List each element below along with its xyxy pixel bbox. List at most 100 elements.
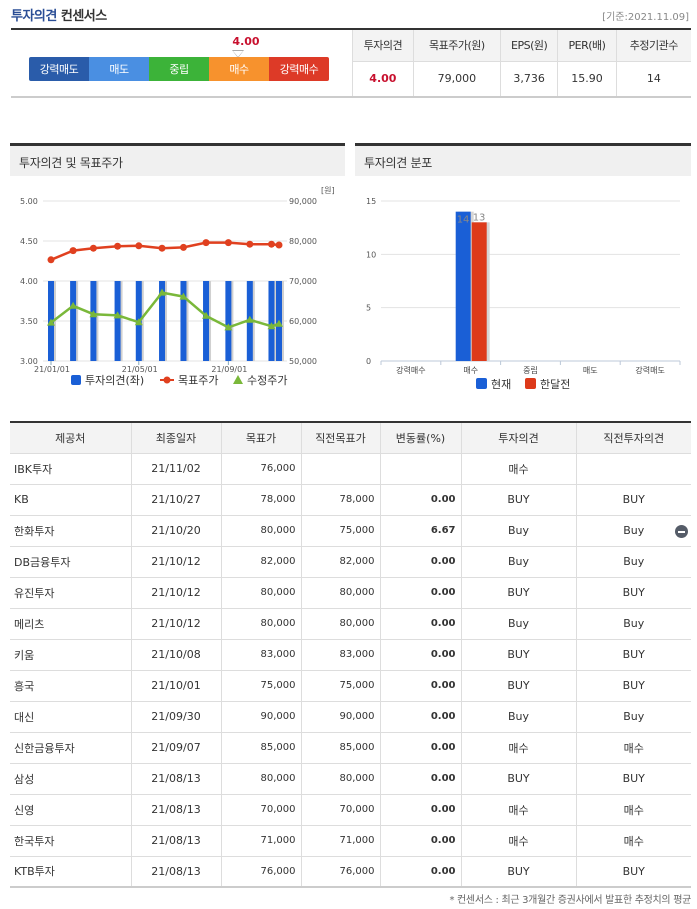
adjusted-price-line (50, 291, 280, 329)
table-cell: 21/10/01 (130, 670, 221, 702)
table-cell: 21/10/12 (130, 577, 221, 609)
table-cell: 76,000 (300, 856, 380, 887)
minus-circle-icon[interactable] (675, 524, 688, 538)
table-cell: 한국투자 (10, 825, 131, 857)
y-left-tick: 3.50 (20, 317, 38, 326)
target-price-point (47, 256, 55, 264)
legend-label: 목표주가 (178, 374, 218, 387)
y-left-tick: 3.00 (20, 357, 38, 366)
x-tick-label: 강력매수 (396, 365, 425, 375)
table-cell: Buy (575, 546, 691, 578)
adjusted-price-point (275, 319, 283, 327)
table-cell: Buy (575, 608, 691, 640)
summary-header: EPS(원) (499, 30, 558, 62)
table-row: 한화투자 21/10/20 80,000 75,000 6.67 Buy Buy (10, 515, 691, 547)
table-cell: BUY (460, 670, 576, 702)
table-cell: 80,000 (220, 608, 301, 640)
y-left-tick: 4.00 (20, 277, 38, 286)
target-price-point (158, 244, 166, 252)
table-cell: 흥국 (10, 670, 131, 702)
table-row: DB금융투자 21/10/12 82,000 82,000 0.00 Buy Buy (10, 546, 691, 578)
summary-value: 4.00 (352, 61, 414, 96)
table-cell: 매수 (575, 794, 691, 826)
table-cell: 0.00 (379, 608, 461, 640)
table-cell (575, 453, 691, 485)
table-cell: 매수 (460, 453, 576, 485)
table-cell: 21/10/12 (130, 608, 221, 640)
table-cell: 한화투자 (10, 515, 131, 547)
table-cell: KTB투자 (14, 865, 55, 879)
table-cell: 매수 (460, 825, 576, 857)
summary-value: 14 (615, 61, 691, 96)
consensus-summary-box (11, 28, 691, 98)
table-row: IBK투자 21/11/02 76,000 매수 (10, 453, 691, 485)
panel-title: 투자의견 분포 (355, 143, 691, 176)
opinion-gauge: 강력매도 매도 중립 매수 강력매수 (29, 57, 329, 81)
table-cell: KB (10, 484, 131, 516)
column-header: 직전투자의견 (575, 422, 691, 454)
table-cell: 90,000 (220, 701, 301, 733)
table-cell: BUY (460, 577, 576, 609)
table-row: 유진투자 21/10/12 80,000 80,000 0.00 BUY BUY (10, 577, 691, 609)
table-cell: 80,000 (220, 763, 301, 795)
y-tick: 5 (366, 304, 371, 313)
table-row: 메리츠 21/10/12 80,000 80,000 0.00 Buy Buy (10, 608, 691, 640)
table-cell: 0.00 (379, 577, 461, 609)
table-cell: 매수 (460, 732, 576, 764)
data-label: 14 (457, 215, 470, 226)
y-right-tick: 80,000 (289, 237, 317, 246)
legend-label: 수정주가 (247, 374, 287, 387)
summary-header: 추정기관수 (615, 30, 691, 62)
opinion-bar (90, 281, 97, 361)
summary-value: 15.90 (557, 61, 617, 96)
target-price-point (179, 243, 187, 251)
page-title: 투자의견 컨센서스 (11, 5, 107, 24)
table-cell: 70,000 (300, 794, 380, 826)
table-row: 키움 21/10/08 83,000 83,000 0.00 BUY BUY (10, 639, 691, 671)
table-cell: 매수 (460, 794, 576, 826)
table-cell: DB금융투자 (10, 546, 131, 578)
x-tick-label: 중립 (523, 366, 538, 375)
table-cell: 21/09/30 (130, 701, 221, 733)
opinion-bar (159, 281, 166, 361)
column-header: 투자의견 (460, 422, 576, 454)
target-price-line (50, 241, 280, 261)
y-left-tick: 5.00 (20, 197, 38, 206)
table-cell: 21/08/13 (130, 856, 221, 887)
table-cell: 21/11/02 (130, 453, 221, 485)
table-cell: 21/08/13 (130, 763, 221, 795)
table-cell: Buy (460, 546, 576, 578)
adjusted-price-point (202, 311, 211, 319)
table-cell: 삼성 (10, 763, 131, 795)
table-cell: 76,000 (220, 856, 301, 887)
table-cell: Buy (460, 608, 576, 640)
legend-swatch-target (163, 376, 171, 384)
y-tick: 15 (366, 197, 376, 206)
table-cell: 82,000 (220, 546, 301, 578)
column-header: 제공처 (10, 422, 131, 454)
y-tick: 0 (366, 357, 371, 366)
legend-label: 현재 (491, 378, 511, 391)
summary-value: 79,000 (412, 61, 501, 96)
summary-table: 투자의견 목표주가(원) EPS(원) PER(배) 추정기관수 4.00 79,000 3… (352, 30, 691, 96)
column-header: 최종일자 (130, 422, 221, 454)
table-cell: 0.00 (379, 701, 461, 733)
table-row: 흥국 21/10/01 75,000 75,000 0.00 BUY BUY (10, 670, 691, 702)
opinion-target-price-panel: 투자의견 및 목표주가 5.00 4.50 4.00 3.50 3.00 90,000 80… (10, 143, 345, 393)
table-row: 대신 21/09/30 90,000 90,000 0.00 Buy Buy (10, 701, 691, 733)
table-cell: 0.00 (379, 484, 461, 516)
table-cell: 70,000 (220, 794, 301, 826)
table-cell: 매수 (575, 825, 691, 857)
opinion-bar (203, 281, 210, 361)
opinion-target-price-chart: 5.00 4.50 4.00 3.50 3.00 90,000 80,000 70,000 60… (20, 186, 335, 387)
column-header: 직전목표가 (300, 422, 380, 454)
table-cell: Buy (575, 515, 691, 547)
gauge-score: 4.00 (232, 35, 260, 48)
x-tick-label: 매도 (583, 366, 598, 375)
table-cell: 0.00 (379, 825, 461, 857)
table-cell: 75,000 (220, 670, 301, 702)
opinion-bar (268, 281, 275, 361)
table-cell: 71,000 (300, 825, 380, 857)
table-cell: 80,000 (220, 515, 301, 547)
legend-label: 한달전 (540, 378, 570, 391)
